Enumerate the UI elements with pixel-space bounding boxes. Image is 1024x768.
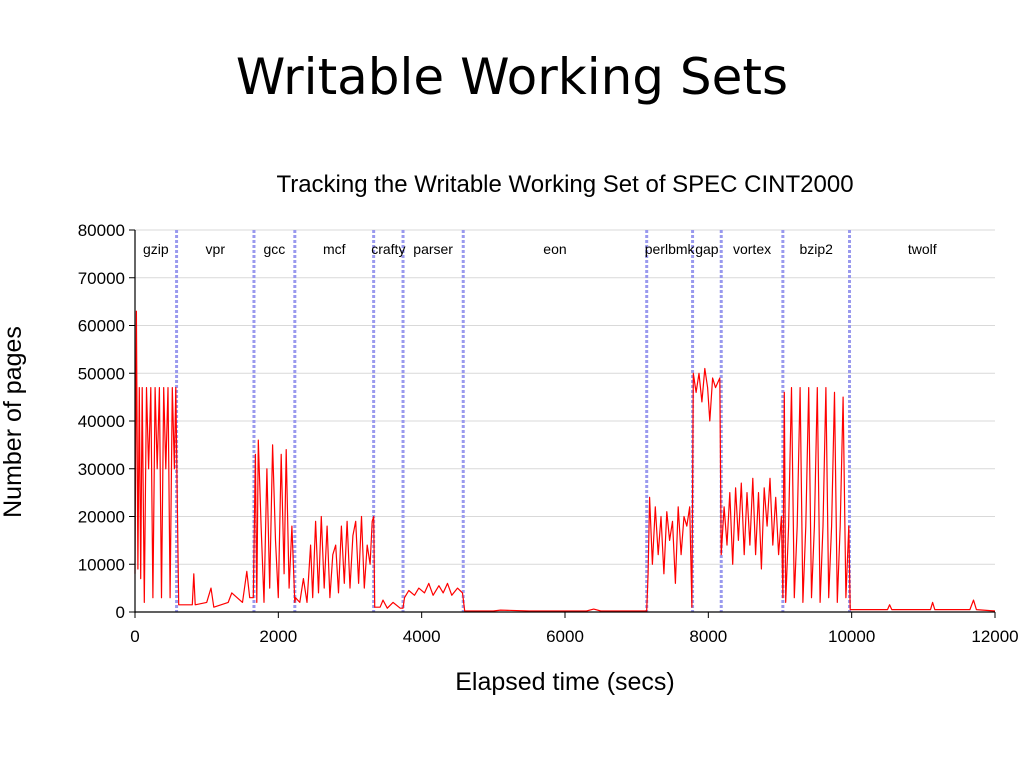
- x-axis-label: Elapsed time (secs): [455, 668, 675, 696]
- y-tick-label: 70000: [78, 269, 125, 288]
- x-tick-label: 4000: [403, 627, 441, 646]
- benchmark-label: gzip: [143, 241, 169, 257]
- gridlines: [135, 229, 995, 613]
- benchmark-label: bzip2: [799, 241, 833, 257]
- benchmark-label: vortex: [733, 241, 771, 257]
- slide-title: Writable Working Sets: [235, 48, 789, 106]
- benchmark-label: gcc: [263, 241, 285, 257]
- benchmark-label: eon: [543, 241, 566, 257]
- x-tick-label: 0: [130, 627, 139, 646]
- benchmark-label: parser: [413, 241, 453, 257]
- benchmark-label: perlbmk: [645, 241, 696, 257]
- benchmark-label: vpr: [206, 241, 226, 257]
- benchmark-label: twolf: [908, 241, 937, 257]
- x-tick-label: 10000: [828, 627, 875, 646]
- y-tick-label: 80000: [78, 221, 125, 240]
- y-tick-label: 10000: [78, 555, 125, 574]
- x-tick-label: 2000: [259, 627, 297, 646]
- x-tick-label: 12000: [971, 627, 1018, 646]
- x-tick-label: 6000: [546, 627, 584, 646]
- y-tick-label: 50000: [78, 364, 125, 383]
- benchmark-label: mcf: [323, 241, 346, 257]
- y-axis-label: Number of pages: [0, 326, 27, 518]
- y-tick-label: 30000: [78, 460, 125, 479]
- x-tick-label: 8000: [689, 627, 727, 646]
- y-tick-label: 60000: [78, 317, 125, 336]
- axes: 0100002000030000400005000060000700008000…: [78, 221, 1019, 646]
- wws-line-chart: Tracking the Writable Working Set of SPE…: [0, 171, 1019, 696]
- benchmark-labels: gzip vpr gcc mcf crafty parser eon perlbmk gap vo…: [143, 241, 937, 257]
- chart-title: Tracking the Writable Working Set of SPE…: [276, 171, 853, 198]
- y-tick-label: 0: [116, 603, 125, 622]
- wws-series-line: [134, 310, 996, 612]
- y-tick-label: 20000: [78, 508, 125, 527]
- y-tick-label: 40000: [78, 412, 125, 431]
- benchmark-label: crafty: [371, 241, 405, 257]
- benchmark-label: gap: [695, 241, 719, 257]
- series-layer: [134, 310, 996, 612]
